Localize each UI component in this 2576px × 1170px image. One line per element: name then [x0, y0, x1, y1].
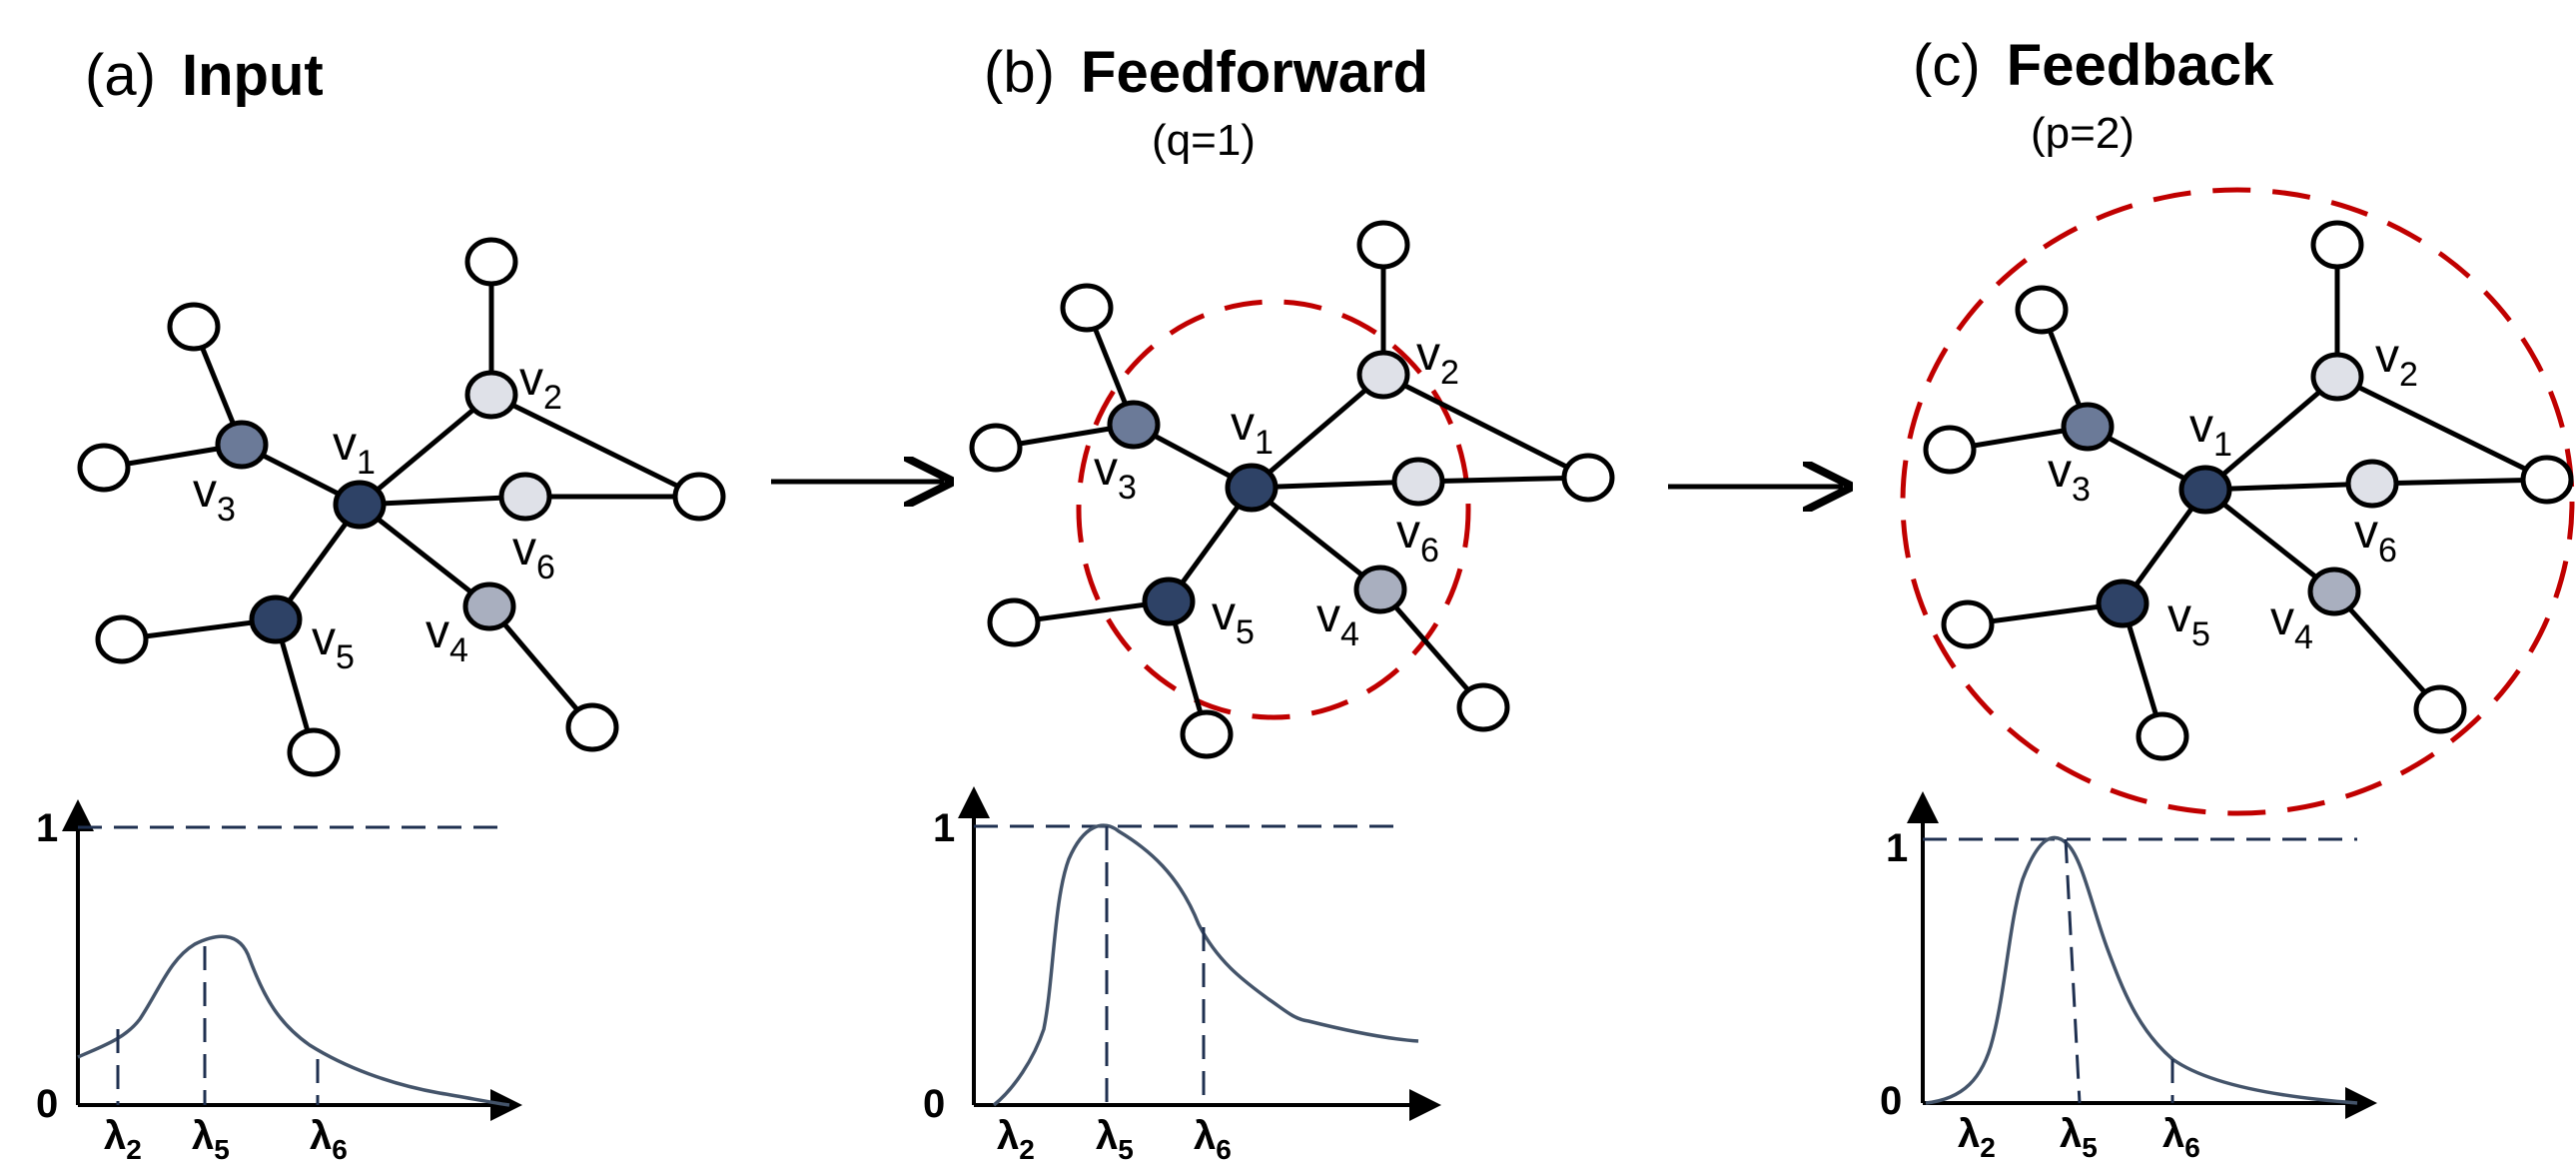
panel-title-feedforward: (b) Feedforward: [984, 40, 1428, 105]
label-v1: v1: [2189, 400, 2232, 464]
label-v2: v2: [1416, 328, 1459, 392]
response-curve: [1925, 835, 2358, 1105]
node-v5: [2096, 579, 2149, 628]
label-v4: v4: [1316, 589, 1359, 653]
panel-input: (a) Input: [36, 43, 726, 1165]
node-empty: [167, 302, 221, 352]
label-v6: v6: [2354, 506, 2397, 570]
node-v3: [1107, 400, 1161, 450]
node-empty: [2310, 220, 2364, 270]
label-v4: v4: [2270, 592, 2313, 656]
feedforward-ring: [1076, 299, 1471, 720]
node-v2: [1356, 350, 1410, 400]
label-v3: v3: [1094, 443, 1137, 507]
node-empty: [95, 614, 149, 664]
marker-lambda-2: λ2: [997, 1114, 1035, 1165]
node-v1: [2178, 465, 2232, 515]
node-empty: [1060, 283, 1114, 333]
node-empty: [2136, 711, 2189, 761]
marker-lambda-6: λ6: [1194, 1114, 1232, 1165]
panel-subtitle-feedforward: (q=1): [1152, 116, 1256, 165]
marker-lambda-5: λ5: [1096, 1114, 1134, 1165]
label-v5: v5: [1212, 587, 1255, 651]
marker-lambda-5: λ5: [2060, 1112, 2098, 1163]
node-v5: [1142, 577, 1196, 626]
node-empty: [969, 423, 1023, 473]
node-empty: [464, 237, 518, 287]
y-tick-0: 0: [923, 1082, 945, 1126]
label-v5: v5: [312, 612, 355, 676]
node-v6: [1391, 457, 1445, 507]
plot-feedforward: 1 0 λ2 λ5 λ6: [923, 786, 1441, 1165]
node-empty: [1180, 709, 1234, 759]
response-curve: [992, 823, 1419, 1107]
label-v1: v1: [1231, 398, 1274, 462]
plot-input: 1 0 λ2 λ5 λ6: [36, 799, 522, 1165]
node-v4: [462, 582, 516, 631]
marker-lambda-2: λ2: [104, 1114, 142, 1165]
graph-feedforward: v1 v2 v3 v4 v5 v6: [969, 220, 1615, 759]
node-empty: [1561, 453, 1615, 503]
y-tick-1: 1: [1886, 826, 1908, 870]
y-tick-0: 0: [1880, 1079, 1902, 1123]
node-v3: [2061, 402, 2115, 452]
node-v4: [1353, 565, 1407, 614]
node-empty: [1923, 425, 1977, 475]
marker-lambda-5: λ5: [192, 1114, 230, 1165]
feedback-ring: [1900, 187, 2575, 816]
panel-title-input: (a) Input: [85, 43, 324, 108]
marker-lambda-6: λ6: [2162, 1112, 2200, 1163]
node-v2: [2310, 352, 2364, 402]
panel-title-feedback: (c) Feedback: [1913, 33, 2274, 98]
label-v4: v4: [426, 605, 468, 669]
graph-input: v1 v2 v3 v4 v5 v6: [77, 237, 726, 777]
node-v4: [2307, 567, 2361, 616]
node-empty: [77, 443, 131, 493]
node-empty: [2015, 285, 2069, 335]
node-empty: [672, 472, 726, 522]
node-empty: [2413, 684, 2467, 734]
node-v1: [333, 480, 387, 530]
y-tick-0: 0: [36, 1082, 58, 1126]
response-curve: [77, 934, 510, 1107]
label-v1: v1: [333, 418, 376, 482]
node-v6: [498, 472, 552, 522]
graph-feedback: v1 v2 v3 v4 v5 v6: [1900, 187, 2575, 816]
y-tick-1: 1: [933, 806, 955, 850]
panel-feedback: (c) Feedback (p=2): [1880, 33, 2575, 1163]
node-empty: [987, 597, 1041, 647]
y-tick-1: 1: [36, 806, 58, 850]
node-empty: [1941, 599, 1995, 649]
node-v1: [1225, 463, 1279, 513]
node-empty: [1456, 682, 1510, 732]
node-v2: [464, 370, 518, 420]
plot-feedback: 1 0 λ2 λ5 λ6: [1880, 791, 2377, 1163]
label-v6: v6: [1396, 506, 1439, 570]
node-empty: [565, 702, 619, 752]
node-empty: [2520, 455, 2574, 505]
marker-lambda-2: λ2: [1958, 1112, 1996, 1163]
label-v2: v2: [2375, 330, 2418, 394]
panel-feedforward: (b) Feedforward (q=1): [923, 40, 1615, 1165]
node-empty: [1356, 220, 1410, 270]
label-v6: v6: [512, 523, 555, 586]
label-v2: v2: [519, 353, 562, 417]
node-v6: [2345, 459, 2399, 509]
node-v5: [249, 594, 303, 644]
node-v3: [215, 420, 269, 470]
label-v3: v3: [2048, 445, 2091, 509]
panel-subtitle-feedback: (p=2): [2031, 109, 2135, 158]
label-v5: v5: [2167, 589, 2210, 653]
marker-lambda-6: λ6: [310, 1114, 348, 1165]
node-empty: [287, 727, 341, 777]
label-v3: v3: [193, 465, 236, 529]
